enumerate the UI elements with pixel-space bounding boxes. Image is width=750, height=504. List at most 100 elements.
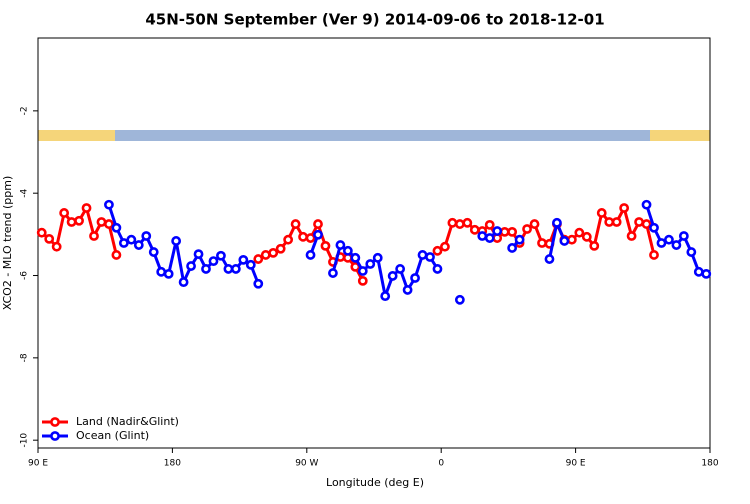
data-point [522, 224, 532, 234]
data-point [529, 219, 540, 229]
y-tick-label: -2 [20, 106, 30, 115]
data-point [671, 240, 682, 250]
data-point [290, 219, 301, 229]
data-point [66, 217, 77, 227]
data-point [432, 245, 443, 256]
data-point [118, 238, 129, 248]
data-point [395, 264, 406, 274]
data-point [484, 219, 495, 230]
data-point [148, 247, 159, 257]
x-tick-label: 0 [438, 459, 444, 469]
data-point [268, 247, 279, 258]
data-point [283, 234, 294, 245]
data-point [305, 233, 316, 243]
data-point [260, 250, 271, 260]
land-ocean-strip [38, 130, 710, 141]
data-point [178, 277, 189, 288]
data-point [649, 250, 659, 260]
data-point [634, 217, 644, 227]
data-point [596, 208, 607, 218]
data-point [589, 240, 600, 251]
data-point [36, 227, 47, 238]
data-point [492, 226, 503, 236]
data-point [51, 241, 62, 252]
legend-marker [50, 417, 60, 427]
data-point [81, 203, 92, 213]
y-tick-label: -8 [20, 353, 30, 362]
legend-marker [50, 431, 60, 441]
data-point [223, 264, 234, 274]
data-point [253, 278, 264, 289]
x-tick-label: 90 W [295, 459, 318, 469]
data-point [350, 252, 361, 263]
y-axis-label: XCO2 - MLO trend (ppm) [1, 176, 14, 311]
data-point [387, 271, 398, 281]
data-point [171, 236, 182, 246]
data-point [111, 222, 122, 233]
data-point [342, 245, 353, 256]
data-point [664, 234, 674, 245]
data-point [484, 233, 495, 243]
data-point [253, 254, 264, 264]
data-point [410, 273, 420, 283]
data-point [619, 203, 630, 213]
data-point [59, 208, 70, 218]
y-tick-label: -4 [20, 188, 30, 197]
data-point [440, 241, 450, 252]
x-tick-label: 180 [701, 459, 718, 469]
data-point [275, 243, 286, 254]
data-point [163, 268, 174, 279]
data-point [372, 252, 383, 263]
data-point [104, 199, 114, 210]
data-point [230, 264, 241, 274]
data-point [89, 231, 99, 241]
data-point [507, 226, 518, 237]
data-point [649, 222, 659, 233]
data-point [193, 249, 204, 260]
data-point [357, 266, 368, 276]
data-point [126, 234, 137, 245]
data-point [454, 294, 465, 305]
data-point [380, 291, 391, 302]
data-point [537, 238, 547, 248]
chart-title: 45N-50N September (Ver 9) 2014-09-06 to … [145, 11, 604, 29]
data-point [641, 199, 652, 210]
data-point [604, 217, 615, 227]
data-point [469, 224, 480, 235]
data-point [447, 217, 458, 228]
data-point [686, 247, 697, 257]
data-point [245, 259, 256, 270]
data-point [328, 268, 338, 278]
data-point [216, 250, 226, 261]
data-point [141, 231, 152, 241]
data-point [678, 231, 689, 241]
data-point [313, 229, 323, 240]
data-point [499, 226, 510, 237]
data-point [626, 231, 637, 241]
legend-label: Land (Nadir&Glint) [76, 415, 179, 428]
data-point [96, 217, 107, 227]
data-point [693, 266, 704, 277]
data-point [507, 243, 518, 253]
data-point [477, 231, 488, 241]
data-point [641, 219, 652, 229]
data-point [402, 285, 413, 295]
data-point [305, 250, 316, 260]
data-point [104, 219, 114, 229]
data-point [417, 250, 428, 260]
data-point [656, 238, 667, 248]
data-point [357, 275, 368, 286]
data-point [701, 268, 712, 279]
x-tick-label: 90 E [28, 459, 48, 469]
data-point [574, 227, 585, 238]
legend-label: Ocean (Glint) [76, 429, 149, 442]
data-point [156, 266, 167, 277]
data-point [186, 261, 196, 271]
x-axis-label: Longitude (deg E) [326, 476, 424, 489]
y-tick-label: -6 [20, 271, 30, 280]
data-point [514, 234, 525, 245]
data-point [425, 252, 435, 262]
data-point [208, 256, 219, 267]
data-point [111, 250, 122, 260]
